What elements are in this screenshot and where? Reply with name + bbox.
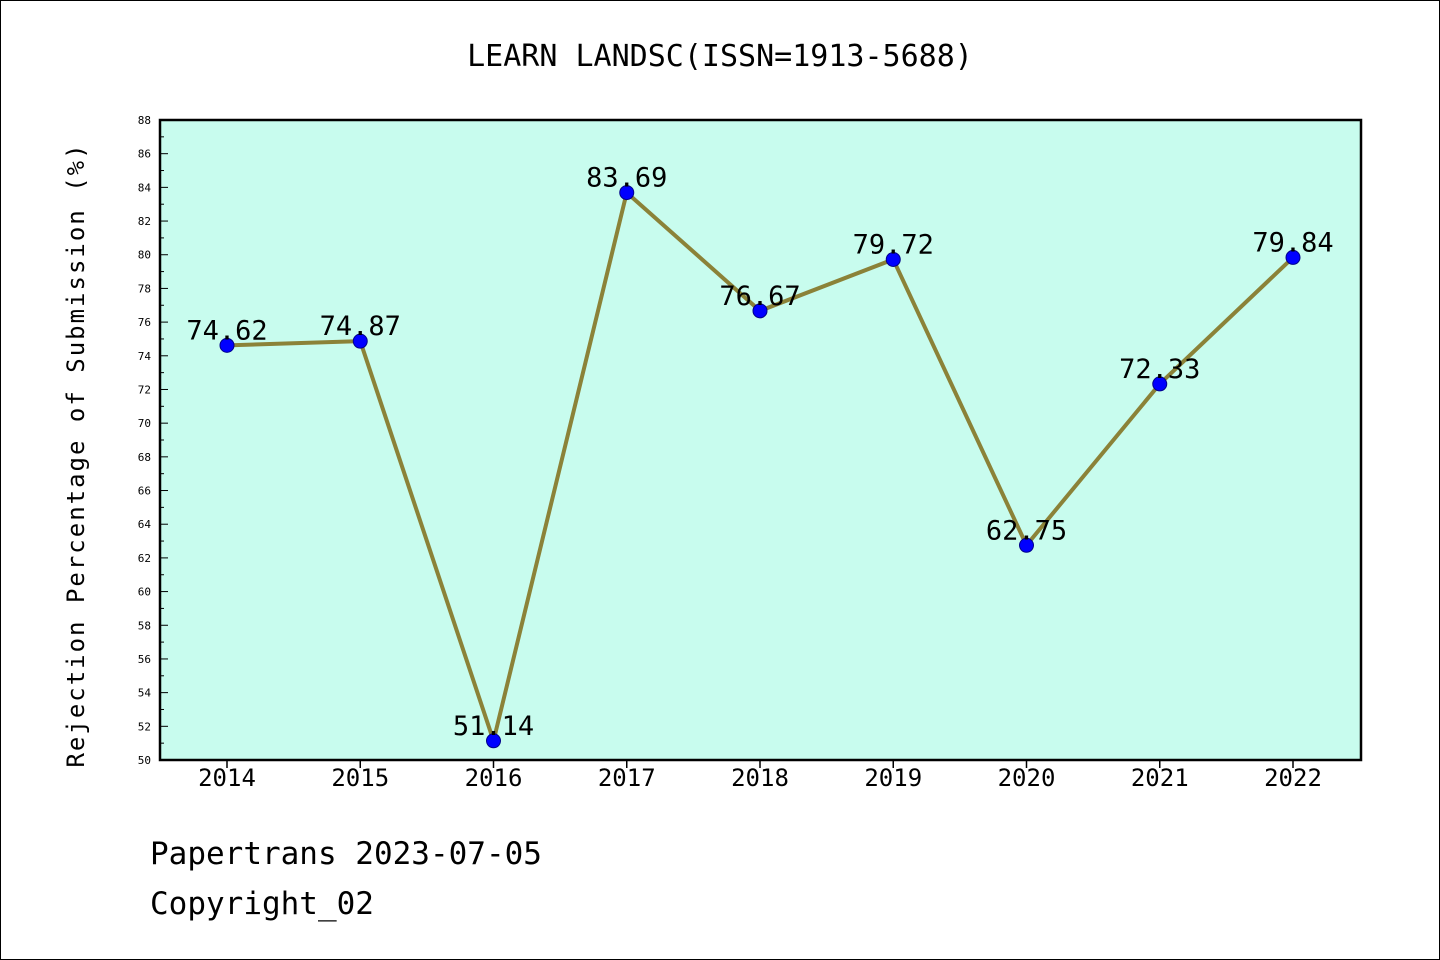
data-label: 62.75	[986, 515, 1067, 546]
footer-date: Papertrans 2023-07-05	[150, 836, 542, 872]
data-label: 74.87	[320, 311, 401, 342]
data-point	[352, 333, 368, 349]
y-tick-label: 58	[138, 619, 151, 632]
y-tick-label: 64	[138, 518, 152, 531]
y-tick-label: 76	[138, 316, 151, 329]
data-label: 51.14	[453, 711, 534, 742]
y-axis: 50 52 54 56 58 60 62 64 66 68 70 72 74 76 78 80 82 84 86 88	[138, 114, 168, 767]
x-tick-label: 2022	[1264, 764, 1322, 792]
x-axis: 2014 2015 2016 2017 2018 2019 2020 2021 2022	[198, 760, 1322, 792]
x-tick-label: 2014	[198, 764, 256, 792]
x-tick-label: 2016	[465, 764, 523, 792]
y-tick-label: 52	[138, 720, 151, 733]
y-tick-label: 72	[138, 383, 151, 396]
y-tick-label: 82	[138, 215, 151, 228]
y-tick-label: 62	[138, 552, 151, 565]
data-label: 83.69	[586, 163, 667, 194]
x-tick-label: 2020	[998, 764, 1056, 792]
plot-border	[158, 118, 1363, 762]
data-point	[885, 251, 901, 267]
data-label: 79.84	[1252, 227, 1333, 258]
y-tick-label: 50	[138, 754, 151, 767]
y-tick-label: 88	[138, 114, 151, 127]
y-tick-label: 80	[138, 249, 151, 262]
plot-area	[160, 120, 1361, 760]
y-tick-label: 56	[138, 653, 151, 666]
footer-copyright: Copyright_02	[150, 886, 374, 922]
data-point	[219, 337, 235, 353]
data-point	[1152, 376, 1168, 392]
series-line-group: 74.62 74.87 51.14 83.69 76.67 79.72 62.75 72.33…	[186, 163, 1334, 749]
data-label: 74.62	[186, 315, 267, 346]
y-tick-label: 68	[138, 451, 151, 464]
y-axis-label: Rejection Percentage of Submission (%)	[62, 142, 90, 767]
y-tick-label: 66	[138, 485, 151, 498]
y-tick-label: 54	[138, 687, 152, 700]
chart-title: LEARN LANDSC(ISSN=1913-5688)	[467, 39, 973, 74]
data-point	[486, 733, 501, 749]
data-point	[1019, 537, 1034, 553]
y-tick-label: 70	[138, 417, 151, 430]
y-tick-label: 60	[138, 586, 151, 599]
y-tick-label: 84	[138, 181, 152, 194]
x-tick-label: 2021	[1131, 764, 1189, 792]
x-tick-label: 2015	[331, 764, 389, 792]
x-tick-label: 2019	[864, 764, 922, 792]
data-label: 79.72	[853, 229, 934, 260]
y-tick-label: 78	[138, 282, 151, 295]
x-tick-label: 2018	[731, 764, 789, 792]
x-tick-label: 2017	[598, 764, 656, 792]
data-point	[752, 303, 768, 319]
data-label: 76.67	[719, 281, 800, 312]
y-tick-label: 74	[138, 350, 152, 363]
data-point	[1285, 249, 1301, 265]
data-point	[619, 185, 635, 201]
y-tick-label: 86	[138, 148, 151, 161]
data-label: 72.33	[1119, 354, 1200, 385]
